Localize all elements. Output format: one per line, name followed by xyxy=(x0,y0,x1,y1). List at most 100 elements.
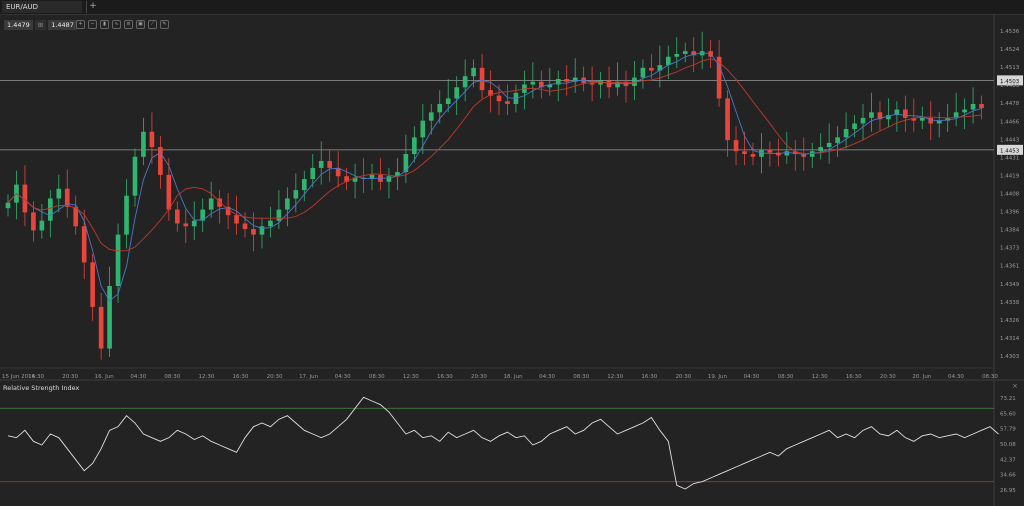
candle-body xyxy=(124,195,129,235)
time-tick-label: 04:30 xyxy=(335,374,351,380)
time-tick-label: 16:30 xyxy=(28,374,44,380)
time-tick-label: 16:30 xyxy=(437,374,453,380)
candle-body xyxy=(183,223,189,227)
candle-body xyxy=(936,120,942,124)
candle-body xyxy=(962,109,967,113)
add-tab-button[interactable]: + xyxy=(86,1,99,13)
price-tick-label: 1.4326 xyxy=(1000,318,1020,324)
time-tick-label: 20:30 xyxy=(880,374,896,380)
candle-body xyxy=(555,78,561,85)
template-icon[interactable]: ≡ xyxy=(124,20,133,29)
candle-body xyxy=(268,220,273,227)
chart-toolbar: + − ▮ ∿ ≡ ▣ ⟋ ✎ xyxy=(76,20,169,29)
candle-body xyxy=(428,112,434,121)
candle-body xyxy=(733,140,739,152)
candle-body xyxy=(716,56,722,99)
candle-body xyxy=(132,156,138,196)
candle-body xyxy=(276,209,282,221)
candle-body xyxy=(462,76,468,88)
candle-body xyxy=(886,115,891,120)
candle-body xyxy=(488,90,493,96)
zoom-out-icon[interactable]: − xyxy=(88,20,97,29)
price-tick-label: 1.4431 xyxy=(1000,155,1019,161)
rsi-tick-label: 65.60 xyxy=(1000,411,1016,417)
rsi-tick-label: 73.21 xyxy=(1000,396,1016,402)
candle-body xyxy=(395,172,400,177)
quote-box: 1.4479 ⊞ 1.4487 xyxy=(4,20,77,30)
screenshot-icon[interactable]: ▣ xyxy=(136,20,145,29)
candle-body xyxy=(98,306,104,349)
candle-body xyxy=(225,206,231,216)
candle-body xyxy=(191,220,197,227)
candle-body xyxy=(352,177,358,182)
candle-body xyxy=(166,174,172,210)
candle-body xyxy=(547,84,553,88)
candle-body xyxy=(107,286,112,349)
indicator-icon[interactable]: ∿ xyxy=(112,20,121,29)
time-tick-label: 19. Jun xyxy=(708,374,728,380)
time-tick-label: 08:30 xyxy=(164,374,180,380)
candle-body xyxy=(665,56,671,66)
candle-body xyxy=(928,117,934,124)
bid-price[interactable]: 1.4479 xyxy=(4,20,33,30)
candle-body xyxy=(285,198,290,210)
candle-body xyxy=(73,206,79,227)
price-tick-label: 1.4396 xyxy=(1000,210,1020,216)
price-tick-label: 1.4443 xyxy=(1000,137,1020,143)
time-tick-label: 12:30 xyxy=(812,374,828,380)
price-tick-label: 1.4361 xyxy=(1000,264,1019,270)
price-tick-label: 1.4373 xyxy=(1000,246,1020,252)
candle-body xyxy=(56,188,62,199)
candle-body xyxy=(158,147,163,175)
tab-eurusd[interactable]: EUR/AUD xyxy=(2,1,82,13)
candle-body xyxy=(208,198,214,210)
rsi-title: Relative Strength Index xyxy=(3,384,80,392)
candle-body xyxy=(894,109,900,116)
candle-body xyxy=(5,202,11,209)
pencil-icon[interactable]: ✎ xyxy=(160,20,169,29)
candle-body xyxy=(259,226,265,235)
time-tick-label: 12:30 xyxy=(403,374,419,380)
time-tick-label: 16:30 xyxy=(846,374,862,380)
candle-body xyxy=(615,81,620,88)
candle-body xyxy=(979,103,984,109)
price-tick-label: 1.4303 xyxy=(1000,354,1020,360)
rsi-line xyxy=(7,396,999,490)
candle-body xyxy=(953,112,959,118)
candle-body xyxy=(945,117,951,121)
candle-body xyxy=(386,176,392,182)
zoom-in-icon[interactable]: + xyxy=(76,20,85,29)
time-tick-label: 04:30 xyxy=(744,374,760,380)
time-tick-label: 20:30 xyxy=(471,374,487,380)
hline-label-box xyxy=(997,75,1023,86)
draw-icon[interactable]: ⟋ xyxy=(148,20,157,29)
time-tick-label: 17. Jun xyxy=(299,374,319,380)
rsi-panel: 73.21 65.60 57.79 50.08 42.37 34.66 26.95 xyxy=(0,396,1016,494)
candle-body xyxy=(530,81,536,85)
candle-body xyxy=(649,67,654,71)
candle-body xyxy=(869,112,874,118)
candle-body xyxy=(505,101,510,104)
close-icon[interactable]: × xyxy=(1012,382,1018,390)
time-tick-label: 15 Jun 2014 xyxy=(2,374,36,380)
hline-label: 1.4503 xyxy=(1000,79,1020,85)
time-tick-label: 04:30 xyxy=(539,374,555,380)
price-tick-label: 1.4524 xyxy=(1000,47,1020,53)
ask-price[interactable]: 1.4487 xyxy=(48,20,77,30)
price-tick-label: 1.4419 xyxy=(1000,173,1020,179)
candle-body xyxy=(90,262,95,307)
candle-body xyxy=(682,51,688,54)
hline-label: 1.4453 xyxy=(1000,148,1020,154)
candle-body xyxy=(64,188,70,207)
chart-type-icon[interactable]: ▮ xyxy=(100,20,109,29)
price-tick-label: 1.4408 xyxy=(1000,192,1020,198)
candle-body xyxy=(115,234,121,287)
time-tick-label: 20:30 xyxy=(62,374,78,380)
candle-body xyxy=(691,51,697,56)
price-tick-label: 1.4466 xyxy=(1000,119,1020,125)
candle-body xyxy=(479,67,485,91)
chart-frame xyxy=(0,14,1024,506)
candle-body xyxy=(674,53,680,57)
